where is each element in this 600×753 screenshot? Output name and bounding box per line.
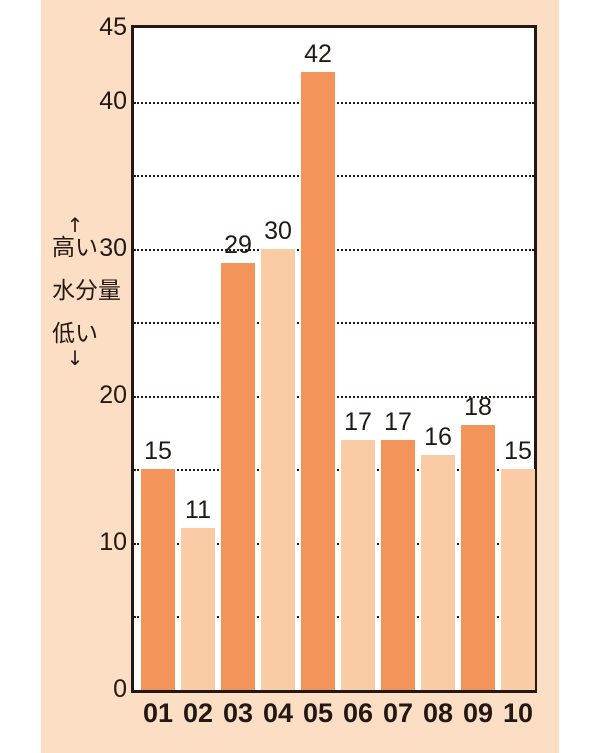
y-tick-label: 45	[99, 13, 127, 41]
x-tick-label: 07	[382, 698, 414, 728]
bar-rect	[341, 439, 375, 690]
y-tick-label: 0	[113, 675, 127, 703]
x-axis-tick-labels: 01 02 03 04 05 06 07 08 09 10	[131, 700, 537, 744]
bar-value-label: 29	[224, 231, 252, 260]
bar-rect	[221, 263, 255, 690]
bar-05[interactable]: 42	[301, 28, 335, 690]
x-tick-label: 09	[462, 698, 494, 728]
bar-value-label: 17	[344, 407, 372, 436]
y-tick-label: 40	[99, 86, 127, 115]
y-axis-title-low: 低い	[52, 321, 98, 348]
bar-value-label: 18	[464, 393, 492, 422]
bar-04[interactable]: 30	[261, 28, 295, 690]
bar-value-label: 15	[144, 437, 172, 466]
bar-value-label: 15	[504, 437, 532, 466]
plot-area: 15 11 29 30 42 17 17 16 18 15	[131, 25, 537, 693]
x-tick-label: 05	[302, 698, 334, 728]
bar-value-label: 16	[424, 422, 452, 451]
bar-rect	[501, 469, 535, 690]
x-tick-label: 04	[262, 698, 294, 728]
x-tick-label: 03	[222, 698, 254, 728]
bar-value-label: 17	[384, 407, 412, 436]
bar-rect	[141, 469, 175, 690]
bar-02[interactable]: 11	[181, 28, 215, 690]
bars-group: 15 11 29 30 42 17 17 16 18 15	[134, 28, 535, 690]
y-axis-down-arrow-icon: ↓	[66, 346, 84, 371]
bar-rect	[301, 72, 335, 690]
y-axis-tick-labels: 0 10 20 30 40 45	[41, 0, 127, 753]
x-tick-label: 08	[422, 698, 454, 728]
bar-rect	[461, 425, 495, 690]
bar-value-label: 11	[185, 496, 211, 525]
bar-value-label: 42	[304, 40, 332, 69]
y-tick-label: 30	[99, 233, 127, 262]
bar-07[interactable]: 17	[381, 28, 415, 690]
bar-rect	[261, 248, 295, 690]
bar-rect	[181, 528, 215, 690]
bar-value-label: 30	[264, 216, 292, 245]
y-axis-title-high: 高い	[52, 235, 98, 261]
y-tick-label: 20	[99, 380, 127, 409]
x-tick-label: 02	[182, 698, 214, 728]
bar-01[interactable]: 15	[141, 28, 175, 690]
x-tick-label: 01	[142, 698, 174, 728]
bar-08[interactable]: 16	[421, 28, 455, 690]
bar-03[interactable]: 29	[221, 28, 255, 690]
bar-rect	[381, 439, 415, 690]
x-tick-label: 10	[502, 698, 534, 728]
plot-inner: 15 11 29 30 42 17 17 16 18 15	[134, 28, 535, 690]
bar-rect	[421, 454, 455, 690]
bar-10[interactable]: 15	[501, 28, 535, 690]
bar-09[interactable]: 18	[461, 28, 495, 690]
x-tick-label: 06	[342, 698, 374, 728]
y-axis-up-arrow-icon: ↑	[66, 213, 84, 237]
bar-06[interactable]: 17	[341, 28, 375, 690]
y-tick-label: 10	[99, 527, 127, 556]
